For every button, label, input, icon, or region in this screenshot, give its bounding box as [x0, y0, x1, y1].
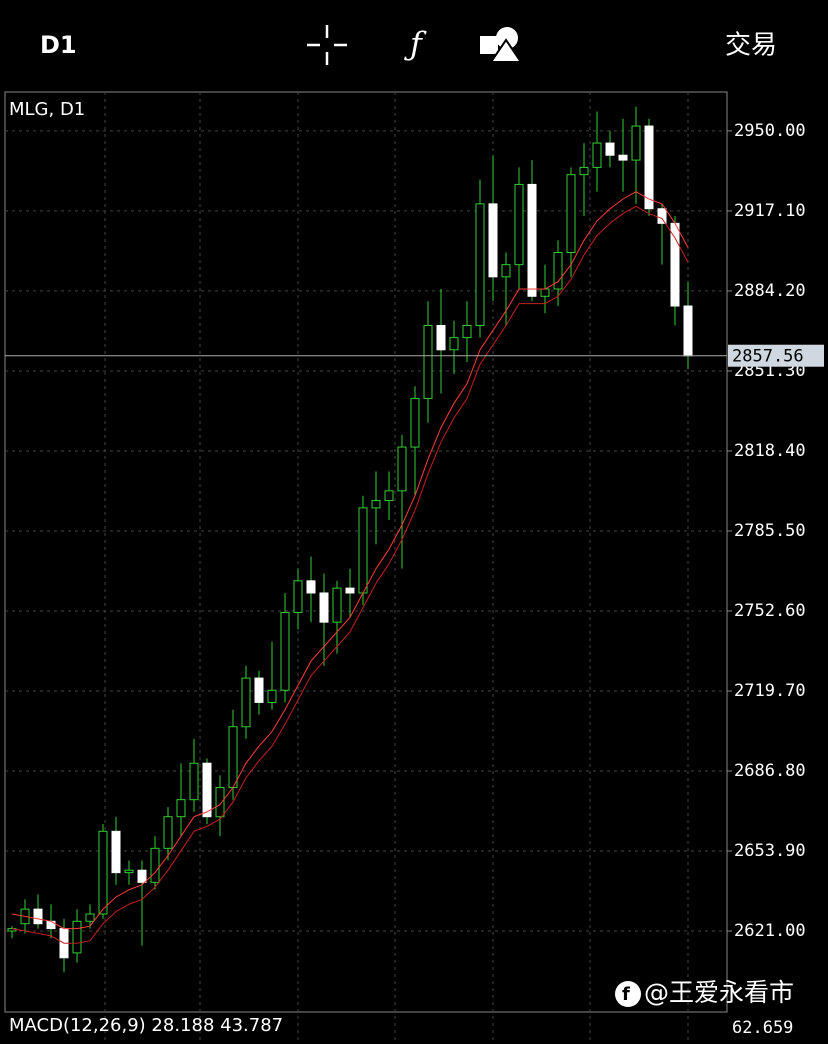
- candle-body: [332, 587, 342, 623]
- candle-body: [631, 125, 641, 161]
- candle-body: [592, 142, 602, 168]
- candle-body: [215, 787, 225, 818]
- candle-body: [683, 305, 693, 357]
- candle-body: [254, 677, 264, 703]
- candle-body: [306, 580, 316, 594]
- candle-body: [85, 913, 95, 922]
- candle-body: [280, 611, 290, 691]
- candle-body: [605, 142, 615, 156]
- candle-body: [657, 208, 667, 224]
- candle-body: [449, 337, 459, 351]
- candle-body: [410, 397, 420, 448]
- candle-body: [475, 203, 485, 326]
- candle-body: [267, 689, 277, 703]
- macd-label: MACD(12,26,9) 28.188 43.787: [9, 1015, 283, 1036]
- candle-body: [202, 762, 212, 818]
- candle-body: [488, 203, 498, 278]
- current-price-box: [728, 344, 824, 367]
- y-tick-label: 2950.00: [734, 121, 806, 141]
- candle-body: [189, 762, 199, 801]
- candle-body: [111, 830, 121, 874]
- candle-body: [566, 174, 576, 254]
- candle-body: [293, 580, 303, 613]
- candle-body: [358, 507, 368, 594]
- y-tick-label: 2621.00: [734, 921, 806, 941]
- y-tick-label: 2752.60: [734, 601, 806, 621]
- candle-body: [72, 920, 82, 954]
- watermark: @王爱永看市: [644, 978, 794, 1007]
- trade-button[interactable]: 交易: [725, 31, 777, 61]
- candle-body: [397, 446, 407, 492]
- y-tick-label: 2785.50: [734, 521, 806, 541]
- candle-body: [124, 869, 134, 874]
- crosshair-icon[interactable]: [307, 25, 347, 65]
- moving-average-line: [11, 191, 689, 930]
- candle-body: [98, 830, 108, 915]
- candle-body: [228, 726, 238, 789]
- candle-body: [33, 908, 43, 925]
- candle-body: [150, 847, 160, 883]
- candle-body: [618, 154, 628, 161]
- candle-body: [514, 183, 524, 266]
- y-tick-label: 2653.90: [734, 841, 806, 861]
- candle-body: [384, 490, 394, 502]
- candle-body: [540, 288, 550, 297]
- objects-icon[interactable]: [480, 27, 523, 63]
- candle-body: [501, 264, 511, 278]
- svg-text:f: f: [622, 984, 630, 1005]
- candle-body: [436, 324, 446, 351]
- current-price-label: 2857.56: [732, 347, 804, 367]
- y-tick-label: 2719.70: [734, 681, 806, 701]
- candle-body: [527, 183, 537, 297]
- y-tick-label: 2686.80: [734, 761, 806, 781]
- candle-body: [670, 222, 680, 307]
- macd-axis-label: 62.659: [732, 1018, 793, 1038]
- vertical-grid: [104, 92, 689, 1044]
- candle-body: [579, 166, 589, 176]
- indicator-icon[interactable]: ƒ: [404, 25, 427, 63]
- candle-body: [371, 500, 381, 509]
- y-tick-label: 2917.10: [734, 201, 806, 221]
- candle-body: [163, 816, 173, 849]
- candle-body: [241, 677, 251, 728]
- timeframe-button[interactable]: D1: [40, 31, 77, 59]
- moving-average-line: [11, 205, 689, 944]
- chart-title: MLG, D1: [9, 99, 85, 120]
- candle-body: [423, 324, 433, 399]
- candle-body: [462, 324, 472, 339]
- y-tick-label: 2818.40: [734, 441, 806, 461]
- candle-body: [345, 587, 355, 594]
- watermark-logo: f: [615, 981, 641, 1007]
- candle-body: [319, 592, 329, 623]
- candle-body: [176, 799, 186, 818]
- y-tick-label: 2884.20: [734, 281, 806, 301]
- candle-body: [644, 125, 654, 210]
- candle-body: [137, 869, 147, 883]
- candle-body: [553, 252, 563, 290]
